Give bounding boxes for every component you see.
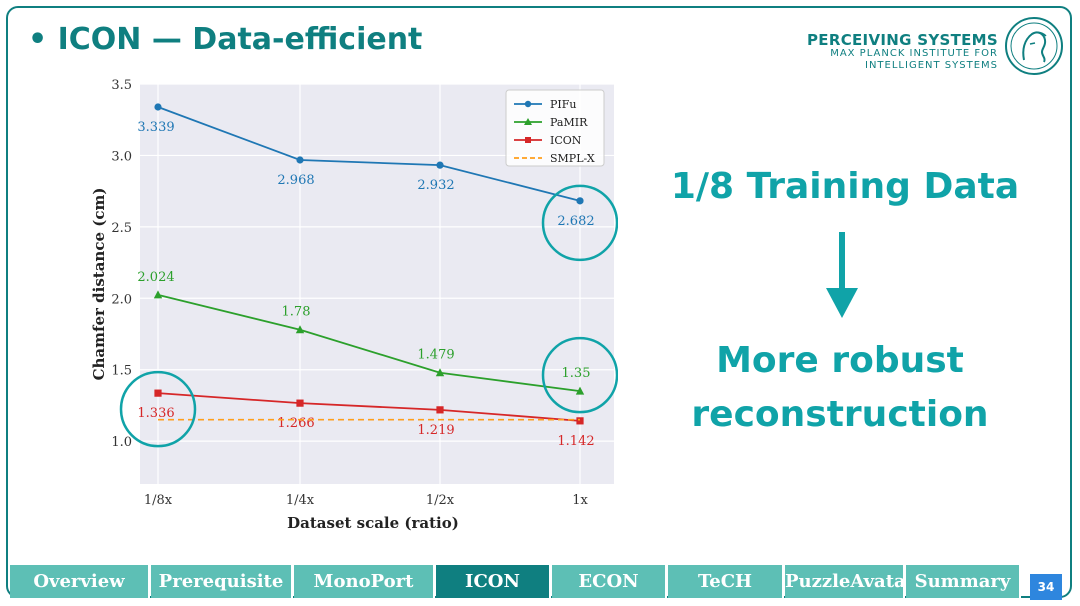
data-point — [576, 197, 584, 205]
data-label: 2.682 — [557, 214, 594, 229]
nav-tab-summary[interactable]: Summary — [906, 564, 1021, 598]
y-axis-label: Chamfer distance (cm) — [90, 188, 108, 381]
nav-tab-prerequisite[interactable]: Prerequisite — [151, 564, 293, 598]
data-label: 1.336 — [137, 406, 174, 421]
x-tick-label: 1x — [572, 493, 588, 508]
data-point — [154, 389, 162, 397]
institute-logo-text: PERCEIVING SYSTEMS MAX PLANCK INSTITUTE … — [807, 32, 998, 72]
data-label: 1.142 — [557, 434, 594, 449]
nav-tab-econ[interactable]: ECON — [552, 564, 667, 598]
x-tick-label: 1/2x — [426, 493, 455, 508]
logo-line-3: INTELLIGENT SYSTEMS — [865, 60, 998, 71]
data-point — [154, 103, 162, 111]
series-line-pamir — [157, 293, 581, 393]
logo-line-1: PERCEIVING SYSTEMS — [807, 31, 998, 49]
minerva-seal-icon — [1005, 17, 1063, 75]
x-tick-label: 1/8x — [144, 493, 173, 508]
highlight-circle — [541, 184, 618, 262]
data-label: 1.219 — [417, 423, 454, 438]
y-tick-label: 1.0 — [111, 435, 132, 450]
legend-label: SMPL-X — [550, 152, 595, 165]
legend-label: PaMIR — [550, 116, 588, 129]
legend-marker — [524, 100, 532, 108]
series-line-icon — [157, 392, 581, 422]
highlight-circle — [119, 370, 197, 448]
chamfer-distance-chart: 1.0 1.5 2.0 2.5 3.0 3.5 1/8x 1/4x 1/2x 1x Dataset … — [90, 78, 618, 532]
data-point — [436, 406, 444, 414]
nav-tab-puzzleavatar[interactable]: PuzzleAvatar — [785, 564, 905, 598]
nav-tab-monoport[interactable]: MonoPort — [294, 564, 435, 598]
data-point — [296, 156, 304, 164]
data-point — [575, 386, 585, 395]
data-point — [435, 368, 445, 377]
data-label: 1.266 — [277, 416, 314, 431]
claim-line-2: reconstruction — [691, 394, 989, 435]
nav-tab-tech[interactable]: TeCH — [668, 564, 784, 598]
legend-box — [505, 89, 605, 167]
slide-title: • ICON — Data-efficient — [28, 22, 423, 57]
page-number: 34 — [1030, 574, 1062, 600]
series-line-pifu — [157, 106, 581, 202]
nav-tab-icon[interactable]: ICON — [436, 564, 551, 598]
x-tick-label: 1/4x — [286, 493, 315, 508]
legend-marker — [525, 137, 531, 143]
data-point — [296, 399, 304, 407]
legend-label: ICON — [550, 134, 582, 147]
data-label: 2.024 — [137, 270, 174, 285]
data-label: 1.35 — [562, 366, 591, 381]
data-point — [436, 161, 444, 169]
nav-tab-overview[interactable]: Overview — [10, 564, 150, 598]
legend-label: PIFu — [550, 98, 576, 111]
y-tick-label: 2.5 — [111, 221, 132, 236]
x-axis-label: Dataset scale (ratio) — [287, 514, 459, 532]
data-label: 2.932 — [417, 178, 454, 193]
data-label: 1.479 — [417, 348, 454, 363]
data-label: 2.968 — [277, 173, 314, 188]
data-point — [295, 325, 305, 334]
legend-marker — [524, 118, 532, 125]
claim-line-1: More robust — [716, 340, 964, 381]
claim-training-data: 1/8 Training Data — [670, 166, 1020, 207]
y-tick-label: 3.5 — [111, 78, 132, 93]
y-tick-label: 3.0 — [111, 149, 132, 164]
logo-line-2: MAX PLANCK INSTITUTE FOR — [830, 48, 998, 59]
data-label: 3.339 — [137, 120, 174, 135]
y-tick-label: 2.0 — [111, 292, 132, 307]
y-tick-label: 1.5 — [111, 364, 132, 379]
data-point — [576, 417, 584, 425]
highlight-circle — [541, 336, 618, 414]
claim-robust-reconstruction: More robust reconstruction — [650, 334, 1030, 442]
data-point — [153, 290, 163, 299]
data-label: 1.78 — [282, 305, 311, 320]
arrow-down-icon — [826, 232, 858, 318]
